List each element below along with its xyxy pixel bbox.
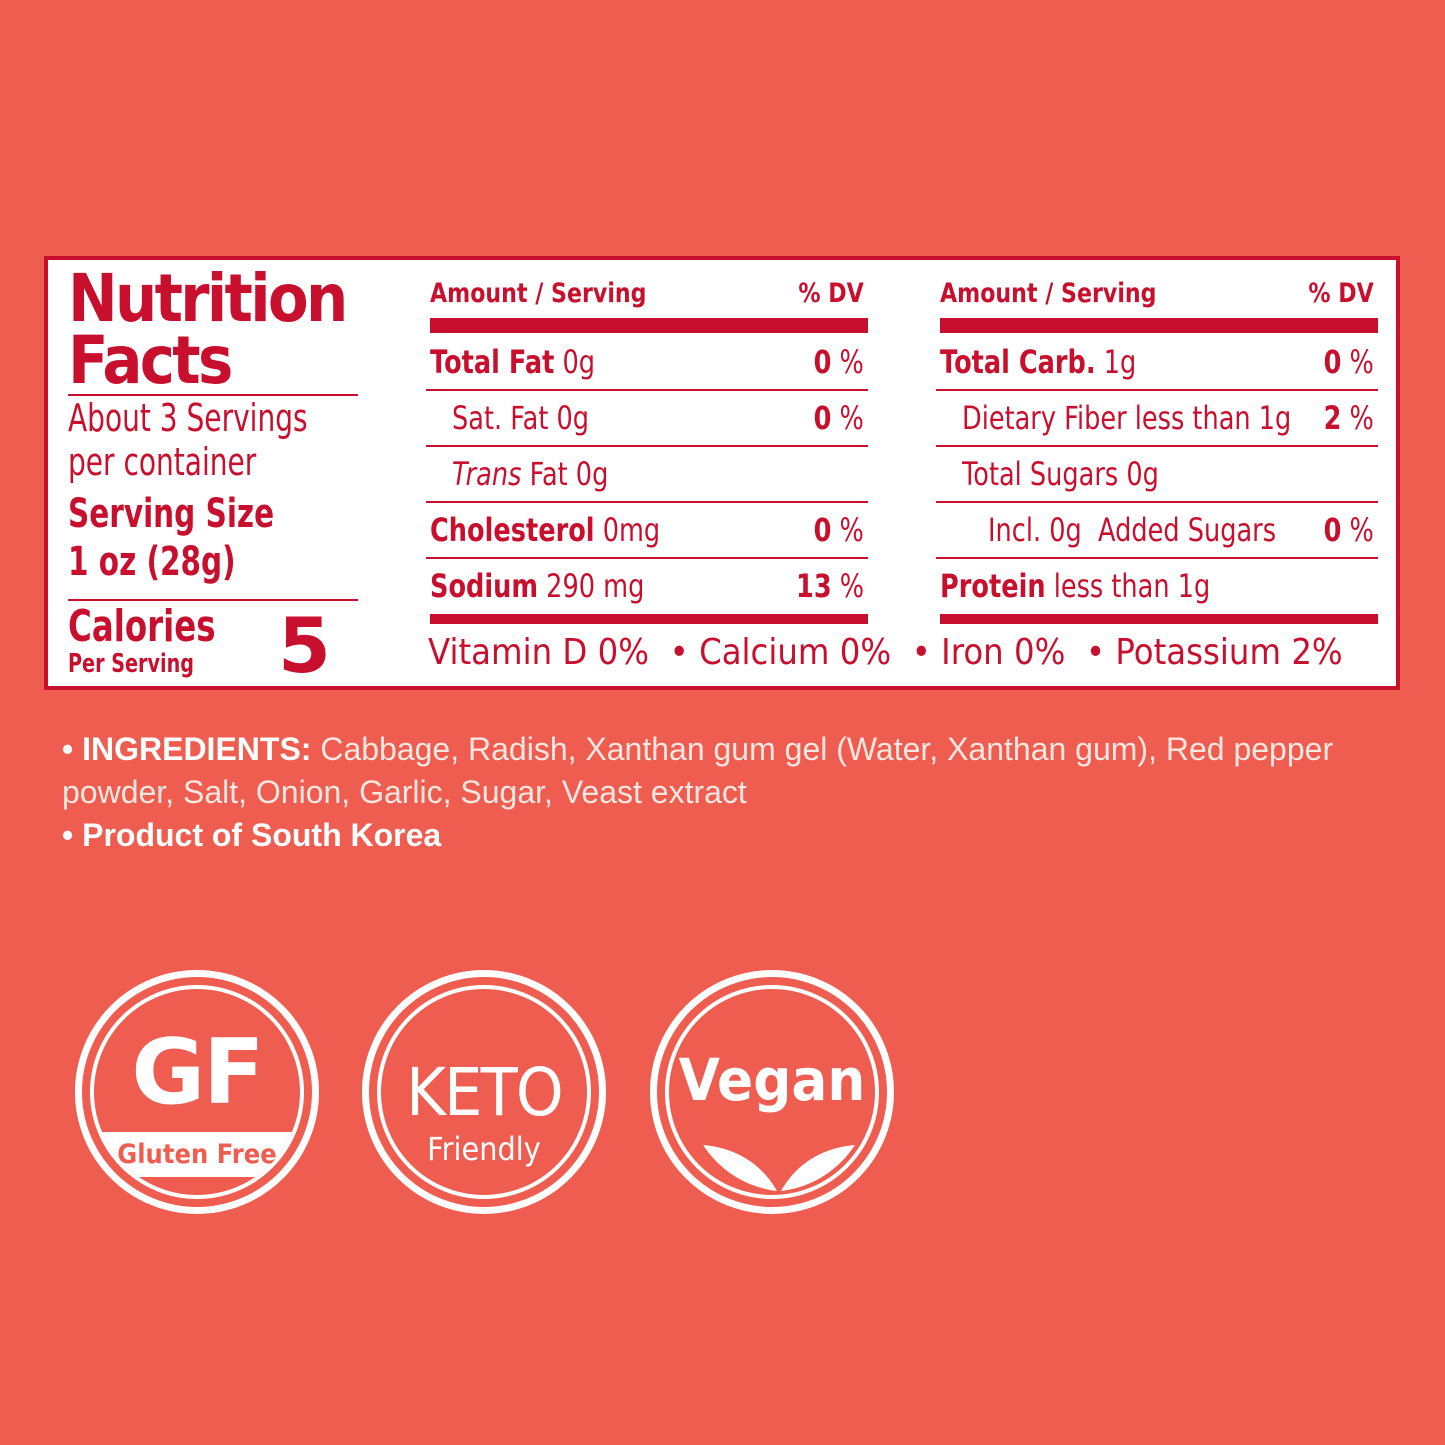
nutrient-row: Total Sugars 0g [936, 447, 1378, 503]
dv-unit: % [831, 399, 864, 437]
nutrient-amount: Fat 0g [521, 455, 609, 493]
nutrient-name: Cholesterol [430, 511, 595, 549]
amount-header: Amount / Serving [940, 278, 1157, 309]
nutrient-row: Incl. 0g Added Sugars 0 % [936, 503, 1378, 559]
dv-unit: % [1341, 399, 1374, 437]
nutrient-amount: less than 1g [1045, 567, 1211, 605]
nutrition-facts-title: Nutrition Facts [68, 260, 348, 399]
nutrient-amount: 0mg [594, 511, 661, 549]
dv-header: % DV [798, 278, 864, 309]
nutrient-amount: 0g [554, 343, 596, 381]
dv-value: 2 [1323, 399, 1342, 437]
gf-text: GF [131, 1020, 264, 1125]
thick-divider [430, 614, 868, 624]
nutrient-row: Sat. Fat 0g 0 % [426, 391, 868, 447]
keto-text: KETO [406, 1054, 564, 1131]
dv-unit: % [831, 567, 864, 605]
dv-value: 13 [795, 567, 832, 605]
keto-badge: KETO Friendly [362, 970, 606, 1214]
ingredients-text: Cabbage, Radish, Xanthan gum gel (Water,… [62, 731, 1334, 810]
dv-unit: % [831, 511, 864, 549]
vegan-text: Vegan [678, 1046, 866, 1114]
servings-line2: per container [68, 440, 257, 484]
thick-divider [940, 614, 1378, 624]
calories-value: 5 [278, 601, 331, 690]
calories-label: Calories [68, 601, 216, 652]
servings-line1: About 3 Servings [68, 396, 308, 440]
nutrient-amount: Incl. 0g Added Sugars [988, 511, 1277, 549]
serving-size-label: Serving Size [68, 491, 275, 537]
nutrient-name: Total Carb. [940, 343, 1096, 381]
nutrient-amount: Total Sugars 0g [962, 455, 1159, 493]
title-line2: Facts [68, 322, 233, 399]
gluten-free-badge: GF Gluten Free [75, 970, 319, 1214]
dv-value: 0 [813, 343, 832, 381]
ingredients-list: • INGREDIENTS: Cabbage, Radish, Xanthan … [62, 728, 1392, 814]
ingredients-label: • INGREDIENTS: [62, 731, 312, 767]
nutrient-amount: Sat. Fat 0g [452, 399, 590, 437]
column-header: Amount / Serving % DV [940, 278, 1374, 309]
gf-band [94, 1132, 300, 1177]
serving-size-value: 1 oz (28g) [68, 539, 236, 585]
nutrient-name: Sodium [430, 567, 539, 605]
nutrient-row: Total Carb. 1g 0 % [936, 335, 1378, 391]
nutrient-italic: Trans [452, 455, 522, 493]
nutrient-name: Total Fat [430, 343, 555, 381]
dv-value: 0 [1323, 343, 1342, 381]
amount-header: Amount / Serving [430, 278, 647, 309]
nutrient-name: Protein [940, 567, 1046, 605]
vitamins-minerals: Vitamin D 0% • Calcium 0% • Iron 0% • Po… [428, 632, 1343, 673]
dv-unit: % [1341, 511, 1374, 549]
calories-sub: Per Serving [68, 649, 194, 679]
nutrient-amount: 290 mg [538, 567, 645, 605]
nutrient-row: Cholesterol 0mg 0 % [426, 503, 868, 559]
keto-subtext: Friendly [427, 1130, 541, 1168]
nutrient-row: Sodium 290 mg 13 % [426, 559, 868, 613]
servings-per-container: About 3 Servings per container [68, 396, 308, 484]
dv-unit: % [831, 343, 864, 381]
vegan-badge: Vegan [650, 970, 894, 1214]
serving-size: Serving Size 1 oz (28g) [68, 490, 274, 586]
nutrient-row: Dietary Fiber less than 1g 2 % [936, 391, 1378, 447]
title-line1: Nutrition [68, 260, 348, 337]
gf-subtext: Gluten Free [117, 1139, 277, 1170]
nutrient-amount: 1g [1095, 343, 1137, 381]
nutrient-amount: Dietary Fiber less than 1g [962, 399, 1292, 437]
column-header: Amount / Serving % DV [430, 278, 864, 309]
nutrient-row: Protein less than 1g [936, 559, 1378, 613]
divider [68, 599, 358, 601]
thick-divider [940, 318, 1378, 333]
product-origin: • Product of South Korea [62, 817, 442, 853]
divider [68, 394, 358, 396]
dv-value: 0 [1323, 511, 1342, 549]
nutrient-row: Total Fat 0g 0 % [426, 335, 868, 391]
ingredients: • INGREDIENTS: Cabbage, Radish, Xanthan … [62, 728, 1392, 857]
leaves-icon [703, 1145, 855, 1191]
dv-value: 0 [813, 511, 832, 549]
dv-value: 0 [813, 399, 832, 437]
thick-divider [430, 318, 868, 333]
nutrition-facts-panel: Nutrition Facts About 3 Servings per con… [44, 256, 1400, 690]
nutrient-row: Trans Fat 0g [426, 447, 868, 503]
dv-unit: % [1341, 343, 1374, 381]
dv-header: % DV [1308, 278, 1374, 309]
